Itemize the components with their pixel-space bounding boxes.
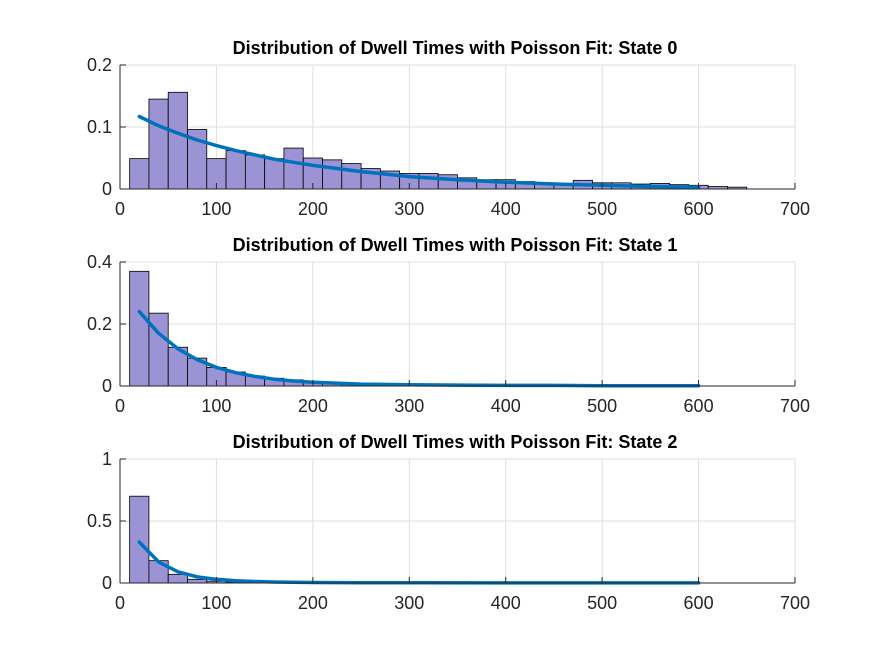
x-tick-label: 700 (780, 396, 810, 416)
x-tick-label: 300 (394, 593, 424, 613)
histogram-bar (167, 91, 188, 190)
chart-title: Distribution of Dwell Times with Poisson… (233, 235, 678, 255)
x-tick-label: 400 (491, 199, 521, 219)
x-tick-label: 600 (684, 593, 714, 613)
y-tick-label: 0 (102, 376, 112, 396)
poisson-fit-line (137, 540, 701, 585)
histogram-bar (283, 147, 304, 190)
histogram-bar (148, 98, 169, 190)
poisson-fit-line (137, 114, 701, 189)
x-tick-label: 0 (115, 396, 125, 416)
subplot-state-0: Distribution of Dwell Times with Poisson… (87, 38, 810, 219)
x-tick-label: 500 (587, 199, 617, 219)
chart-title: Distribution of Dwell Times with Poisson… (233, 38, 678, 58)
x-tick-label: 400 (491, 593, 521, 613)
plot-area: 0 100 200 300 400 500 600 700 0 0.1 0.2 (87, 55, 810, 219)
x-tick-label: 0 (115, 199, 125, 219)
histogram-bar (129, 158, 150, 190)
y-tick-label: 1 (102, 449, 112, 469)
histogram-bar (264, 158, 285, 190)
histogram-bar (244, 154, 266, 190)
x-tick-label: 400 (491, 396, 521, 416)
plot-area: 0 100 200 300 400 500 600 700 0 0.5 1 (87, 449, 810, 613)
chart-title: Distribution of Dwell Times with Poisson… (233, 432, 678, 452)
x-tick-label: 100 (201, 199, 231, 219)
x-tick-label: 200 (298, 396, 328, 416)
x-tick-label: 200 (298, 593, 328, 613)
x-tick-label: 0 (115, 593, 125, 613)
histogram-bar (187, 578, 208, 584)
y-tick-label: 0 (102, 179, 112, 199)
histogram-bar (129, 270, 150, 387)
subplot-state-2: Distribution of Dwell Times with Poisson… (87, 432, 810, 613)
y-tick-label: 0.4 (87, 252, 112, 272)
y-tick-label: 0.2 (87, 314, 112, 334)
x-tick-label: 500 (587, 396, 617, 416)
x-tick-label: 100 (201, 396, 231, 416)
histogram-bar (225, 150, 246, 190)
x-tick-label: 600 (684, 396, 714, 416)
x-tick-label: 500 (587, 593, 617, 613)
plot-area: 0 100 200 300 400 500 600 700 0 0.2 0.4 (87, 252, 810, 416)
histogram-bar (437, 174, 458, 190)
poisson-fit-line (137, 309, 701, 388)
x-tick-label: 100 (201, 593, 231, 613)
y-tick-label: 0 (102, 573, 112, 593)
histogram-bar (129, 495, 150, 584)
histogram-bar (341, 163, 362, 190)
x-tick-label: 200 (298, 199, 328, 219)
x-tick-label: 300 (394, 199, 424, 219)
subplot-state-1: Distribution of Dwell Times with Poisson… (87, 235, 810, 416)
y-tick-label: 0.1 (87, 117, 112, 137)
histogram-bar (167, 573, 188, 584)
x-tick-label: 600 (684, 199, 714, 219)
x-tick-label: 700 (780, 199, 810, 219)
x-tick-label: 300 (394, 396, 424, 416)
histogram-bar (322, 159, 343, 190)
x-tick-label: 700 (780, 593, 810, 613)
y-tick-label: 0.5 (87, 511, 112, 531)
y-tick-label: 0.2 (87, 55, 112, 75)
